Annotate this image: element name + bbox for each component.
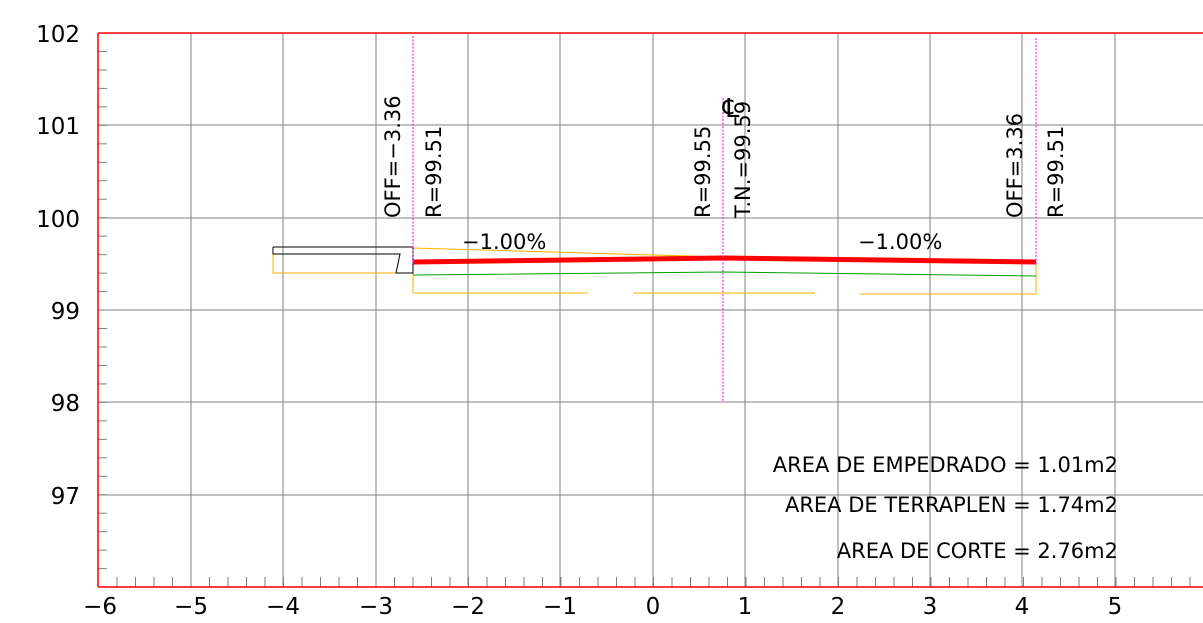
- x-tick-label: 1: [738, 594, 753, 620]
- y-tick-label: 102: [36, 22, 80, 48]
- y-axis-labels: 102 101 100 99 98 97: [36, 22, 80, 510]
- left-rasante-label: R=99.51: [422, 126, 446, 218]
- area-terraplen-label: AREA DE TERRAPLEN = 1.74m2: [785, 493, 1118, 517]
- area-corte-label: AREA DE CORTE = 2.76m2: [837, 539, 1118, 563]
- y-tick-label: 99: [51, 299, 80, 325]
- x-tick-label: −5: [174, 594, 208, 620]
- grid: [98, 33, 1203, 587]
- rasante-line: [412, 255, 1037, 265]
- vertical-annotations: OFF=−3.36 R=99.51 R=99.55 T.N.=99.59 OFF…: [381, 95, 1068, 219]
- frame: [97, 32, 1203, 588]
- cut-bottom-left: [412, 270, 588, 294]
- x-tick-label: −1: [543, 594, 577, 620]
- sidewalk-outline: [272, 246, 414, 274]
- y-tick-label: 101: [36, 114, 80, 140]
- terrain-lines: [272, 247, 1037, 295]
- y-tick-label: 100: [36, 207, 80, 233]
- y-tick-label: 97: [51, 484, 80, 510]
- curb: [272, 246, 414, 274]
- x-tick-label: 2: [831, 594, 846, 620]
- center-rasante-label: R=99.55: [691, 126, 715, 218]
- slope-right-label: −1.00%: [858, 230, 942, 254]
- x-tick-label: −3: [359, 594, 393, 620]
- x-axis-labels: −6 −5 −4 −3 −2 −1 0 1 2 3 4 5: [83, 594, 1122, 620]
- x-tick-label: 0: [646, 594, 661, 620]
- slope-labels: −1.00% −1.00%: [462, 230, 942, 254]
- center-terrain-label: T.N.=99.59: [731, 101, 755, 219]
- right-offset-label: OFF=3.36: [1003, 113, 1027, 218]
- x-tick-label: −2: [451, 594, 485, 620]
- y-tick-label: 98: [51, 391, 80, 417]
- natural-terrain-left: [412, 247, 724, 258]
- cut-bottom-right: [860, 262, 1037, 295]
- slope-left-label: −1.00%: [462, 230, 546, 254]
- x-tick-label: 4: [1015, 594, 1030, 620]
- x-tick-label: 3: [923, 594, 938, 620]
- x-tick-label: −4: [266, 594, 300, 620]
- area-labels: AREA DE EMPEDRADO = 1.01m2 AREA DE TERRA…: [773, 453, 1118, 563]
- subgrade-line: [412, 271, 1037, 277]
- x-tick-label: −6: [83, 594, 117, 620]
- axis-markers: [412, 36, 1037, 402]
- minor-ticks: [98, 32, 1191, 587]
- right-rasante-label: R=99.51: [1044, 126, 1068, 218]
- x-tick-label: 5: [1108, 594, 1123, 620]
- area-empedrado-label: AREA DE EMPEDRADO = 1.01m2: [773, 453, 1118, 477]
- centerline-icon: ℄: [722, 94, 740, 124]
- left-offset-label: OFF=−3.36: [381, 95, 405, 218]
- sidewalk-base: [272, 254, 413, 274]
